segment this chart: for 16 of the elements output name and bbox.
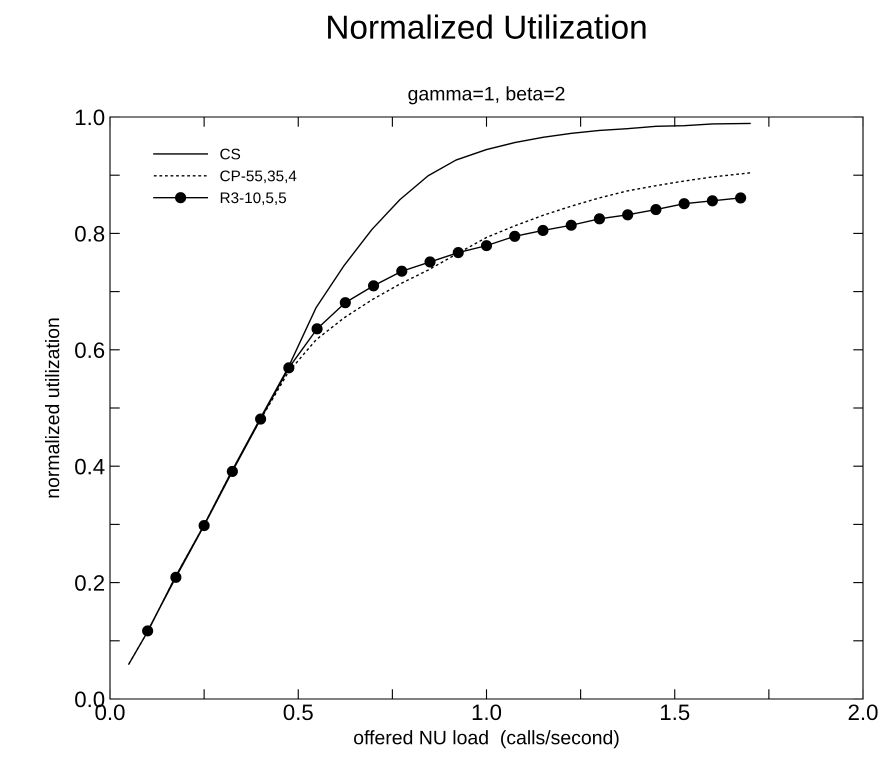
y-tick-label: 0.6	[75, 342, 104, 358]
y-tick-label: 0.8	[75, 226, 104, 242]
chart-title: Normalized Utilization	[328, 14, 646, 39]
y-tick-label: 1.0	[76, 110, 104, 126]
x-tick-label: 1.5	[661, 704, 690, 720]
x-tick-label: 1.0	[472, 704, 502, 720]
legend-label: R3-10,5,5	[220, 192, 286, 205]
legend-label: CS	[220, 148, 240, 160]
legend-label: CP-55,35,4	[220, 170, 296, 184]
x-tick-label: 2.0	[848, 704, 878, 720]
chart-subtitle: gamma=1, beta=2	[408, 86, 564, 104]
y-axis-title: normalized utilization	[45, 318, 60, 498]
y-tick-label: 0.4	[75, 458, 104, 474]
x-axis-title: offered NU load (calls/second)	[354, 730, 619, 748]
x-tick-label: 0.5	[284, 704, 313, 720]
y-tick-label: 0.2	[75, 575, 104, 591]
